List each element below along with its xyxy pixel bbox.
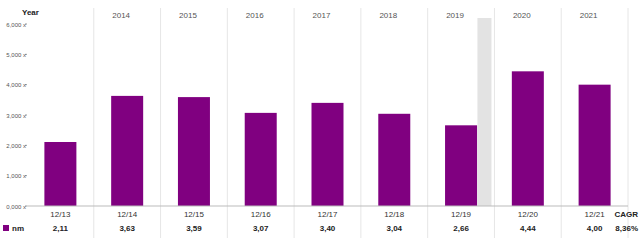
bar [445,125,477,206]
year-label: 2017 [313,11,331,20]
bar [178,97,210,206]
bar [312,103,344,206]
x-tick-label: 12/16 [251,210,272,219]
data-label: 4,44 [520,224,536,233]
grid-line [360,8,361,238]
cagr-value: 8,36% [615,224,638,233]
bar [44,142,76,206]
year-label: 2014 [112,11,130,20]
grid-line [427,8,428,238]
bar [512,71,544,206]
year-label: 2020 [513,11,531,20]
x-tick-label: 12/17 [317,210,338,219]
data-label: 3,63 [119,224,135,233]
data-label: 2,11 [53,224,69,233]
bar [245,113,277,206]
header-title: Year [22,8,39,17]
year-label: 2015 [179,11,197,20]
x-axis [27,206,628,207]
bar [111,96,143,206]
data-label: 2,66 [453,224,469,233]
year-label: 2016 [246,11,264,20]
data-label: 3,04 [386,224,402,233]
x-tick-label: 12/19 [451,210,472,219]
cagr-label: CAGR [614,210,638,219]
estimate-strip [477,18,491,206]
y-tick-label: 5,000 x [6,52,26,58]
year-label: 2019 [446,11,464,20]
y-tick-label: 1,000 x [6,173,26,179]
bars [44,71,610,206]
y-tick-label: 3,000 x [6,113,26,119]
y-tick-label: 0,000 x [6,204,26,210]
x-tick-label: 12/20 [518,210,539,219]
y-tick-label: 2,000 x [6,143,26,149]
grid-line [628,8,629,238]
grid-line [93,8,94,238]
x-tick-label: 12/21 [585,210,606,219]
legend-swatch [3,225,9,231]
grid-line [227,8,228,238]
bar [579,85,611,206]
data-label: 3,40 [320,224,336,233]
x-tick-label: 12/14 [117,210,138,219]
y-tick-label: 6,000 x [6,22,26,28]
y-tick-label: 4,000 x [6,82,26,88]
grid-line [160,8,161,238]
bar [378,114,410,206]
data-label: 3,07 [253,224,269,233]
x-tick-label: 12/15 [184,210,205,219]
chart: Year 2014 2015 2016 2017 2018 2019 2020 2021 0,00… [0,0,640,241]
grid-line [561,8,562,238]
x-tick-label: 12/13 [50,210,71,219]
data-label: 3,59 [186,224,202,233]
year-label: 2021 [580,11,598,20]
data-label: 4,00 [587,224,603,233]
grid-line [294,8,295,238]
x-tick-label: 12/18 [384,210,405,219]
grid-line [494,8,495,238]
year-label: 2018 [379,11,397,20]
legend-label: nm [12,224,24,233]
